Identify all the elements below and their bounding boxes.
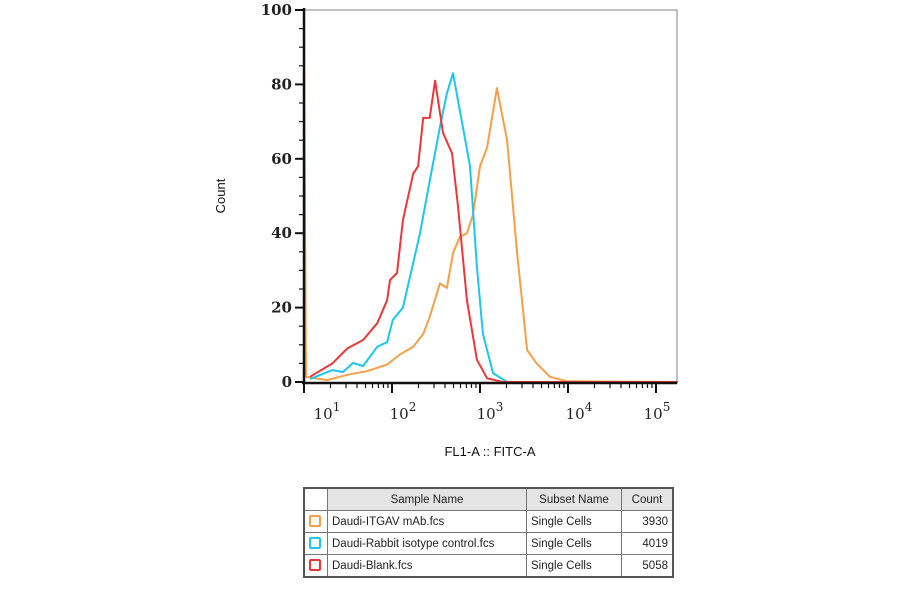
table-header-row: Sample Name Subset Name Count bbox=[303, 487, 674, 511]
y-axis-label: Count bbox=[213, 178, 228, 213]
y-tick-label: 0 bbox=[282, 373, 292, 391]
x-tick-label: 104 bbox=[566, 400, 593, 423]
x-tick-label: 101 bbox=[314, 400, 341, 423]
sample-name-cell: Daudi-ITGAV mAb.fcs bbox=[327, 510, 527, 533]
subset-name-cell: Single Cells bbox=[526, 554, 622, 578]
x-tick-label: 102 bbox=[390, 400, 417, 423]
red-swatch-icon bbox=[309, 559, 321, 572]
x-axis-label: FL1-A :: FITC-A bbox=[444, 444, 535, 459]
sample-name-cell: Daudi-Blank.fcs bbox=[327, 554, 527, 578]
y-tick-label: 100 bbox=[261, 1, 292, 19]
subset-name-cell: Single Cells bbox=[526, 510, 622, 533]
sample-legend-table: Sample Name Subset Name Count Daudi-ITGA… bbox=[303, 487, 674, 578]
subset-name-cell: Single Cells bbox=[526, 532, 622, 555]
series-line-0 bbox=[303, 21, 679, 383]
plot-frame bbox=[303, 9, 678, 384]
table-row: Daudi-ITGAV mAb.fcs Single Cells 3930 bbox=[303, 510, 674, 533]
sample-name-header: Sample Name bbox=[327, 487, 527, 511]
count-cell: 3930 bbox=[621, 510, 674, 533]
count-cell: 5058 bbox=[621, 554, 674, 578]
x-tick-label: 105 bbox=[644, 400, 671, 423]
histogram-chart: 0 20 40 60 80 100 101 102 103 104 105 Count FL1-A … bbox=[213, 1, 679, 459]
y-tick-label: 20 bbox=[271, 299, 292, 317]
y-tick-label: 80 bbox=[271, 75, 292, 93]
count-header: Count bbox=[621, 487, 674, 511]
sample-name-cell: Daudi-Rabbit isotype control.fcs bbox=[327, 532, 527, 555]
swatch-header bbox=[303, 487, 328, 511]
blue-swatch-icon bbox=[309, 537, 321, 550]
count-cell: 4019 bbox=[621, 532, 674, 555]
y-tick-label: 40 bbox=[271, 224, 292, 242]
table-row: Daudi-Blank.fcs Single Cells 5058 bbox=[303, 554, 674, 578]
table-row: Daudi-Rabbit isotype control.fcs Single … bbox=[303, 532, 674, 555]
series-line-1 bbox=[309, 72, 678, 383]
orange-swatch-icon bbox=[309, 515, 321, 528]
subset-name-header: Subset Name bbox=[526, 487, 622, 511]
series-line-2 bbox=[309, 79, 678, 383]
x-tick-label: 103 bbox=[477, 400, 504, 423]
y-tick-label: 60 bbox=[271, 150, 292, 168]
